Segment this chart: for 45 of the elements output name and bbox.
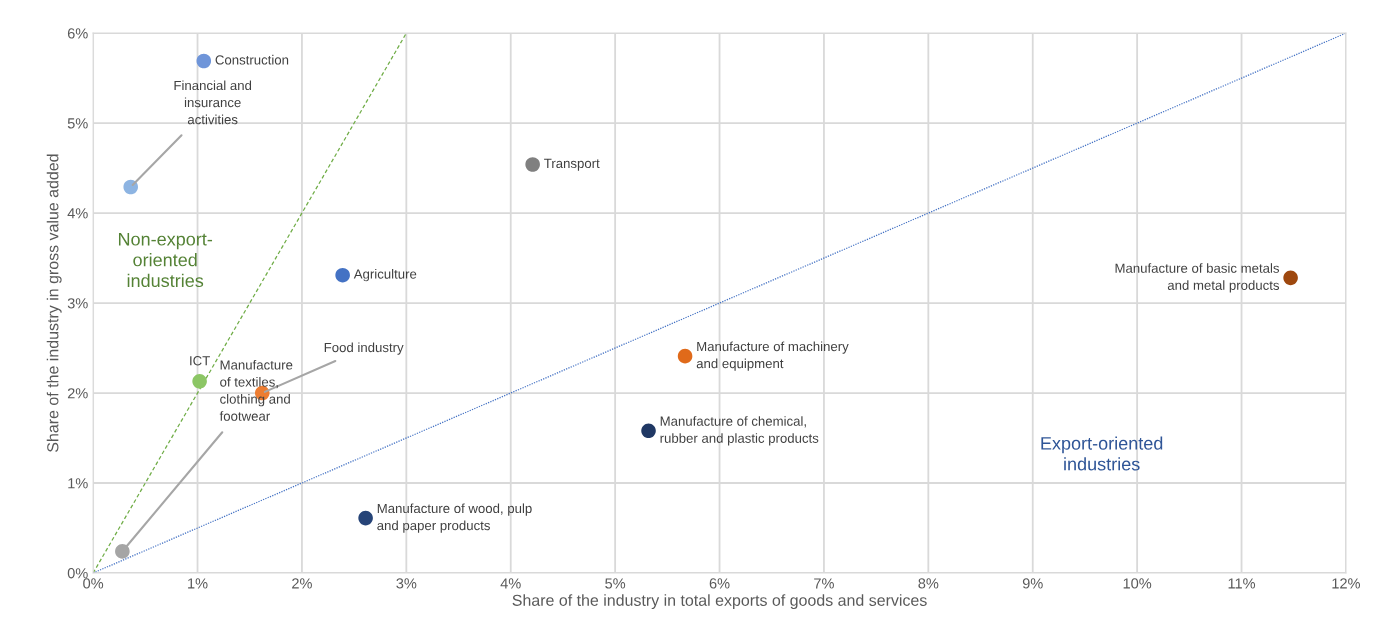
y-tick-label: 5%: [67, 118, 88, 129]
y-tick-label: 0%: [67, 568, 88, 579]
point: [196, 53, 212, 69]
annotation: Manufacture of textiles, clothing and footwear: [219, 359, 293, 421]
annotation: Manufacture of chemical, rubber and plastic products: [660, 416, 819, 446]
x-tick-label: 6%: [709, 578, 730, 589]
y-tick-label: 6%: [67, 28, 88, 39]
point: [525, 157, 540, 172]
x-axis-title: Share of the industry in total exports of goods and services: [512, 594, 927, 610]
x-tick-label: 7%: [814, 578, 834, 589]
point: [192, 374, 207, 389]
x-tick-label: 3%: [396, 578, 417, 589]
x-tick-label: 10%: [1123, 578, 1152, 589]
annotation: Manufacture of wood, pulp and paper products: [377, 503, 532, 533]
y-tick-label: 3%: [67, 298, 88, 309]
annotation: Transport: [544, 158, 600, 171]
y-axis-title: Share of the industry in gross value added: [46, 154, 62, 452]
annotation: Non-export- oriented industries: [118, 232, 213, 288]
y-tick-label: 4%: [67, 208, 88, 219]
x-tick-label: 9%: [1022, 578, 1043, 589]
point: [115, 544, 130, 559]
x-tick-label: 11%: [1228, 578, 1256, 589]
annotation: Agriculture: [353, 269, 417, 282]
point: [358, 510, 373, 526]
point: [123, 179, 138, 195]
annotation: Manufacture of machinery and equipment: [696, 341, 849, 371]
x-tick-label: 8%: [918, 578, 939, 589]
annotation: Export-oriented industries: [1041, 436, 1163, 471]
point: [335, 267, 350, 283]
annotation: Financial and insurance activities: [174, 80, 252, 125]
y-tick-label: 1%: [68, 478, 88, 489]
annotation: ICT: [190, 356, 210, 366]
point: [1283, 270, 1298, 286]
x-tick-label: 2%: [292, 578, 312, 589]
x-tick-label: 4%: [500, 578, 521, 589]
y-tick-label: 2%: [67, 388, 88, 399]
point: [677, 348, 693, 364]
x-tick-label: 5%: [605, 578, 626, 589]
x-tick-label: 0%: [83, 578, 104, 589]
annotation: Food industry: [324, 342, 404, 355]
x-tick-label: 1%: [188, 578, 208, 589]
annotation: Construction: [215, 54, 289, 65]
point: [641, 423, 656, 439]
x-tick-label: 12%: [1332, 578, 1361, 589]
annotation: Manufacture of basic metals and metal products: [1115, 263, 1280, 293]
